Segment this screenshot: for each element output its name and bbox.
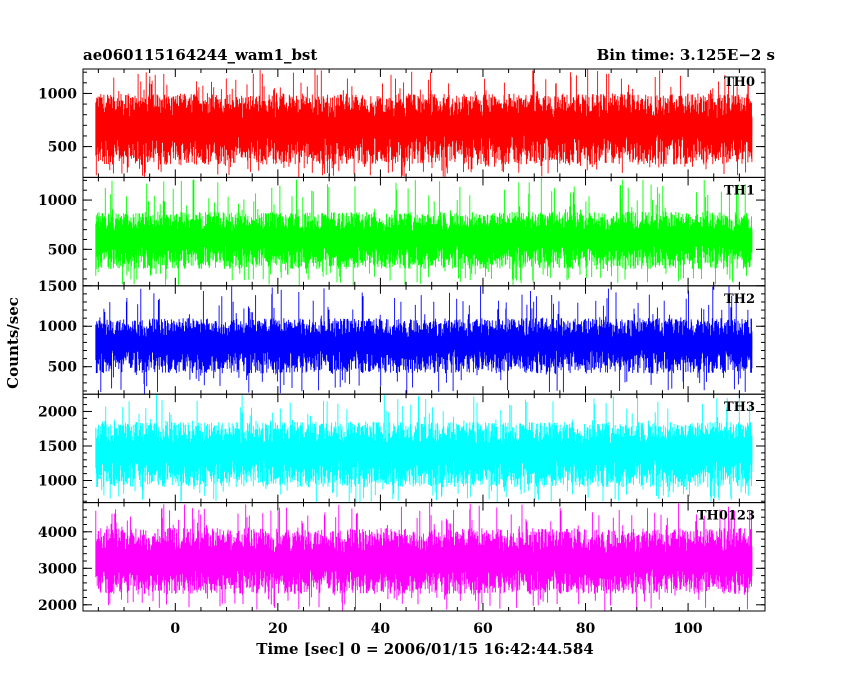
- x-axis: 0 20 40 60 80 100: [170, 621, 703, 637]
- y-tick-label: 1500: [38, 439, 77, 455]
- chart-panels: 500 1000 TH0 500 1000 TH1 500 1000 1500 TH2 1000 15…: [38, 68, 766, 614]
- series-band-th1: [95, 231, 753, 246]
- panel-label: TH0123: [697, 509, 755, 524]
- x-tick-label: 0: [170, 621, 180, 637]
- panel-th1: 500 1000 TH1: [38, 176, 766, 287]
- panel-label: TH1: [724, 183, 755, 198]
- panel-th2: 500 1000 1500 TH2: [38, 279, 766, 395]
- series-band-th0123: [95, 553, 753, 570]
- y-tick-label: 500: [48, 140, 77, 156]
- y-tick-label: 2000: [38, 598, 77, 614]
- panel-th3: 1000 1500 2000 TH3: [38, 393, 766, 504]
- series-band-th0: [95, 118, 753, 135]
- panel-label: TH3: [724, 400, 755, 415]
- y-tick-label: 500: [48, 242, 77, 258]
- chart-title-left: ae060115164244_wam1_bst: [83, 46, 317, 64]
- y-tick-label: 1000: [38, 193, 77, 209]
- x-tick-label: 100: [673, 621, 702, 637]
- y-tick-label: 4000: [38, 525, 77, 541]
- y-tick-label: 1000: [38, 319, 77, 335]
- panel-label: TH2: [724, 292, 755, 307]
- panel-label: TH0: [724, 75, 755, 90]
- chart-title-right: Bin time: 3.125E−2 s: [597, 46, 775, 64]
- x-tick-label: 20: [268, 621, 288, 637]
- y-tick-label: 1000: [38, 474, 77, 490]
- y-tick-label: 3000: [38, 561, 77, 577]
- y-tick-label: 1500: [38, 279, 77, 295]
- y-axis-title: Counts/sec: [4, 297, 22, 389]
- y-tick-label: 500: [48, 360, 77, 376]
- y-tick-label: 2000: [38, 404, 77, 420]
- x-axis-title: Time [sec] 0 = 2006/01/15 16:42:44.584: [256, 640, 593, 658]
- panel-frame: [82, 502, 766, 612]
- series-band-th3: [95, 444, 753, 460]
- panel-th0: 500 1000 TH0: [38, 68, 766, 178]
- x-tick-label: 60: [473, 621, 493, 637]
- panel-th0123: 2000 3000 4000 TH0123: [38, 502, 766, 614]
- y-tick-label: 1000: [38, 86, 77, 102]
- x-tick-label: 80: [576, 621, 596, 637]
- x-tick-label: 40: [371, 621, 391, 637]
- series-band-th2: [95, 337, 753, 350]
